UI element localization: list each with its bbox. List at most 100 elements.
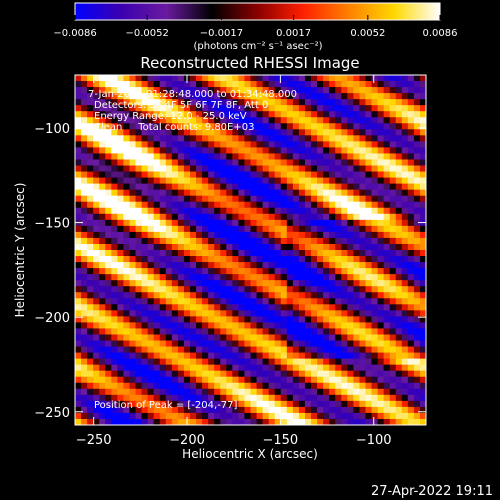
plot-frame [74,74,427,426]
heatmap-cell [311,117,318,124]
heatmap-cell [111,243,118,251]
heatmap-cell [244,334,252,342]
heatmap-cell [75,364,82,372]
heatmap-cell [244,105,252,112]
heatmap-cell [256,292,264,299]
heatmap-cell [135,388,143,396]
heatmap-cell [383,364,391,372]
heatmap-cell [268,153,276,161]
heatmap-cell [153,346,161,354]
heatmap-cell [359,243,367,251]
heatmap-cell [171,286,179,293]
heatmap-cell [389,231,397,239]
heatmap-cell [377,165,385,173]
heatmap-cell [292,370,300,378]
heatmap-cell [244,123,252,130]
heatmap-cell [123,400,131,408]
heatmap-cell [262,159,270,167]
heatmap-cell [196,352,203,360]
heatmap-cell [407,183,415,191]
heatmap-cell [99,99,106,106]
heatmap-cell [268,189,276,197]
heatmap-cell [329,412,336,420]
heatmap-cell [220,262,227,269]
heatmap-cell [232,171,239,179]
heatmap-cell [353,207,361,215]
heatmap-cell [159,328,167,336]
heatmap-cell [129,75,137,82]
heatmap-cell [274,117,282,124]
heatmap-cell [250,189,258,197]
heatmap-cell [183,358,191,366]
heatmap-cell [286,316,294,324]
heatmap-cell [189,225,197,233]
heatmap-cell [389,400,397,408]
annotation-time-range: 7-Jan-2004 01:28:48.000 to 01:34:48.000 [88,89,297,100]
heatmap-cell [347,286,354,293]
heatmap-cell [214,346,221,354]
heatmap-cell [244,141,252,149]
heatmap-cell [220,81,227,88]
heatmap-cell [117,207,125,215]
heatmap-cell [165,388,173,396]
heatmap-cell [93,225,100,233]
heatmap-cell [250,75,258,82]
heatmap-cell [117,141,125,149]
heatmap-cell [268,159,276,167]
heatmap-cell [347,177,354,185]
heatmap-cell [226,159,233,167]
heatmap-cell [165,340,173,348]
heatmap-cell [141,243,149,251]
heatmap-cell [165,322,173,330]
heatmap-cell [359,135,367,142]
heatmap-cell [123,256,131,263]
heatmap-cell [371,418,379,425]
heatmap-cell [189,412,197,420]
heatmap-cell [250,135,258,142]
heatmap-cell [359,165,367,173]
heatmap-cell [183,189,191,197]
heatmap-cell [226,81,233,88]
heatmap-cell [395,147,403,155]
heatmap-cell [177,93,185,100]
heatmap-cell [75,165,82,173]
heatmap-cell [75,237,82,245]
heatmap-cell [105,298,112,305]
heatmap-cell [226,418,233,425]
heatmap-cell [214,129,221,136]
heatmap-cell [183,388,191,396]
heatmap-cell [87,346,94,354]
heatmap-cell [407,171,415,179]
heatmap-cell [220,111,227,118]
heatmap-cell [395,376,403,384]
heatmap-cell [359,376,367,384]
heatmap-cell [262,250,270,257]
heatmap-cell [129,334,137,342]
heatmap-cell [93,250,100,257]
heatmap-cell [208,286,215,293]
heatmap-cell [353,304,361,311]
heatmap-cell [359,81,367,88]
heatmap-cell [220,292,227,299]
heatmap-cell [371,328,379,336]
heatmap-cell [238,322,246,330]
heatmap-cell [75,183,82,191]
heatmap-cell [317,370,324,378]
heatmap-cell [81,75,88,82]
heatmap-cell [292,135,300,142]
heatmap-cell [395,231,403,239]
heatmap-cell [135,358,143,366]
heatmap-cell [111,117,118,124]
heatmap-cell [274,400,282,408]
heatmap-cell [177,123,185,130]
heatmap-cell [135,123,143,130]
heatmap-cell [165,165,173,173]
heatmap-cell [274,141,282,149]
heatmap-cell [335,189,342,197]
heatmap-cell [292,280,300,287]
heatmap-cell [317,268,324,275]
heatmap-cell [238,225,246,233]
chart-title: Reconstructed RHESSI Image [140,54,359,72]
heatmap-cell [189,370,197,378]
heatmap-cell [177,310,185,317]
